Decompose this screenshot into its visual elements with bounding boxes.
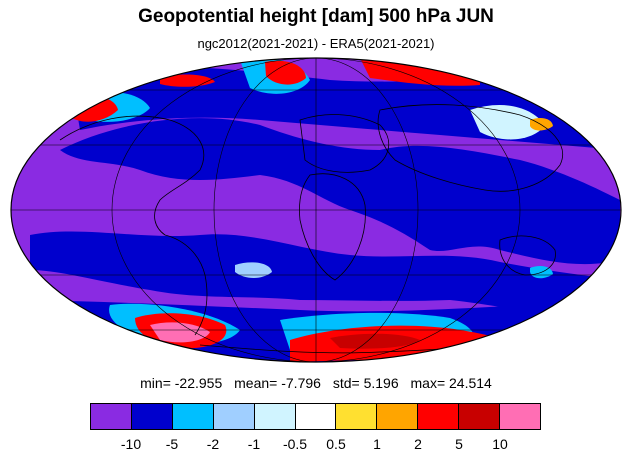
colorbar-box-5	[295, 404, 337, 429]
anomaly-patch-darkred-southern	[330, 333, 420, 349]
world-map	[10, 57, 622, 363]
colorbar-tick-label: -1	[247, 436, 261, 452]
stat-max: max= 24.514	[410, 375, 492, 391]
anomaly-patch-lightblue-south-atlantic	[235, 262, 272, 278]
colorbar-tick-label: -5	[165, 436, 179, 452]
anomaly-field	[11, 58, 621, 362]
map-border	[10, 57, 622, 363]
stat-std: std= 5.196	[332, 375, 399, 391]
graticule	[11, 58, 621, 362]
colorbar-box-7	[377, 404, 419, 429]
colorbar-box-2	[172, 404, 214, 429]
anomaly-region-blue-south	[30, 231, 620, 320]
colorbar-tick-label: 1	[373, 436, 381, 452]
colorbar-tick-label: -0.5	[282, 436, 308, 452]
anomaly-patch-red-north-1	[160, 74, 215, 87]
anomaly-region-blue-north	[60, 118, 620, 265]
anomaly-patch-lightcyan-northeast	[470, 105, 545, 140]
colorbar-tick-label: 10	[492, 436, 508, 452]
stat-min: min= -22.955	[140, 375, 223, 391]
colorbar-tick-label: 5	[455, 436, 463, 452]
stats-line: min= -22.955 mean= -7.796 std= 5.196 max…	[0, 375, 632, 391]
anomaly-patch-pink-southwest	[150, 322, 210, 343]
colorbar-box-9	[459, 404, 501, 429]
colorbar-tick-label: -10	[120, 436, 142, 452]
stat-mean: mean= -7.796	[234, 375, 321, 391]
colorbar-box-0	[91, 404, 132, 429]
plot-subtitle: ngc2012(2021-2021) - ERA5(2021-2021)	[197, 36, 435, 51]
colorbar-box-6	[336, 404, 378, 429]
anomaly-patch-red-north-2	[265, 60, 306, 85]
colorbar-tick-label: -2	[206, 436, 220, 452]
colorbar-box-10	[500, 404, 540, 429]
plot-title: Geopotential height [dam] 500 hPa JUN	[138, 6, 494, 27]
colorbar-box-3	[213, 404, 255, 429]
colorbar	[90, 403, 541, 430]
colorbar-box-1	[131, 404, 173, 429]
colorbar-tick-label: 0.5	[326, 436, 346, 452]
colorbar-tick-label: 2	[414, 436, 422, 452]
colorbar-box-4	[254, 404, 296, 429]
colorbar-ticks: -10 -5 -2 -1 -0.5 0.5 1 2 5 10	[90, 436, 541, 454]
colorbar-box-8	[418, 404, 460, 429]
